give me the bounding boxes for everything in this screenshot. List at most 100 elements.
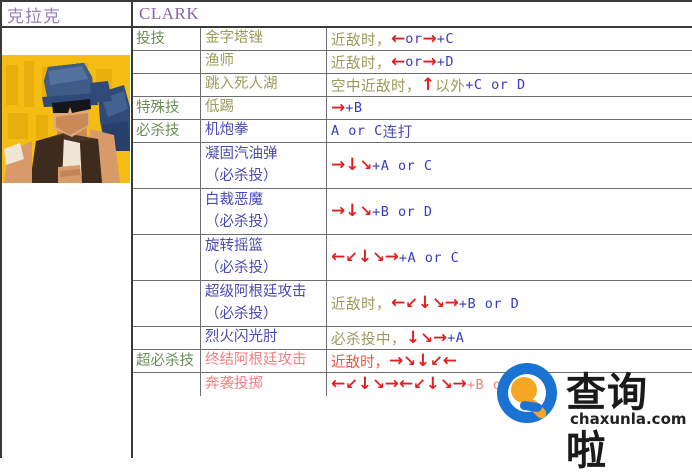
move-name-label: 金字塔锉 (205, 30, 263, 47)
move-name-label: 白裁恶魔 (205, 192, 263, 209)
command-button-text: +A or C (372, 157, 433, 174)
move-category-cell: 特殊技 (133, 97, 201, 119)
move-table: CLARK 投技 金字塔锉 近敌时， ← or → +C 渔师 近敌时， ← or → +D 跳入死人湖空… (133, 2, 692, 458)
arrow-right-icon: → (331, 97, 346, 118)
command-note-text: 近敌时， (331, 297, 391, 313)
character-name-en: CLARK (133, 2, 692, 28)
move-category-cell (133, 74, 201, 96)
move-category-cell: 超必杀技 (133, 350, 201, 372)
move-name-cell: 烈火闪光肘 (201, 327, 327, 349)
arrow-right-icon: → (384, 374, 399, 394)
table-row: 必杀技 机炮拳 A or C 连打 (133, 120, 692, 143)
arrow-left-icon: ← (391, 51, 406, 72)
move-category-cell: 投技 (133, 28, 201, 50)
move-command-cell: → ↓ ↘ +A or C (327, 143, 692, 188)
command-note-text: 以外 (435, 78, 466, 95)
table-row: 烈火闪光肘 必杀投中， ↓ ↘ → +A (133, 327, 692, 350)
move-command-cell: 空中近敌时， ↑ 以外 +C or D (327, 74, 692, 96)
arrow-right-icon: → (422, 51, 437, 72)
command-button-text: +A or C (398, 249, 460, 266)
table-row: 超级阿根廷攻击 （必杀投） 近敌时， ← ↙ ↓ ↘ → +B or D (133, 281, 692, 327)
arrow-right-icon: → (452, 374, 467, 394)
command-note-text: 近敌时， (331, 55, 391, 72)
move-name-sublabel: （必杀投） (205, 213, 278, 230)
move-category-cell (133, 189, 201, 234)
move-name-cell: 低踢 (201, 97, 327, 119)
table-row: 跳入死人湖 空中近敌时， ↑ 以外 +C or D (133, 74, 692, 97)
move-name-cell: 凝固汽油弹 （必杀投） (201, 143, 327, 188)
move-name-label: 超级阿根廷攻击 (205, 284, 307, 301)
clark-portrait-svg (2, 55, 130, 183)
move-name-sublabel: （必杀投） (205, 259, 278, 276)
command-button-text: or (405, 31, 423, 47)
move-name-label: 旋转摇篮 (205, 238, 263, 255)
move-name-label: 跳入死人湖 (205, 76, 278, 93)
move-command-cell: ← ↙ ↓ ↘ → ← ↙ ↓ ↘ → +B or D (327, 373, 692, 396)
move-name-label: 低踢 (205, 99, 234, 116)
move-name-label: 凝固汽油弹 (205, 146, 278, 163)
table-row: 凝固汽油弹 （必杀投） → ↓ ↘ +A or C (133, 143, 692, 189)
arrow-right-icon: → (444, 293, 459, 313)
arrow-down-left-icon: ↙ (430, 351, 443, 370)
command-note-text: 必杀投中， (331, 331, 406, 348)
move-category-cell (133, 235, 201, 280)
arrow-down-right-icon: ↘ (359, 156, 373, 174)
move-category-cell (133, 143, 201, 188)
move-command-cell: → ↓ ↘ +B or D (327, 189, 692, 234)
character-panel: 克拉克 (2, 2, 133, 458)
arrow-left-icon: ← (331, 247, 346, 267)
arrow-down-icon: ↓ (357, 374, 373, 394)
arrow-down-right-icon: ↘ (359, 202, 373, 220)
move-name-cell: 超级阿根廷攻击 （必杀投） (201, 281, 327, 326)
move-name-cell: 金字塔锉 (201, 28, 327, 50)
table-row: 奔袭投掷 ← ↙ ↓ ↘ → ← ↙ ↓ ↘ → +B or D (133, 373, 692, 396)
arrow-down-left-icon: ↙ (345, 248, 358, 266)
arrow-left-icon: ← (391, 293, 406, 313)
move-name-sublabel: （必杀投） (205, 305, 278, 322)
command-button-text: +B or D (372, 203, 433, 220)
arrow-down-icon: ↓ (406, 327, 421, 348)
move-command-cell: 近敌时， → ↘ ↓ ↙ ← (327, 350, 692, 372)
clark-portrait-image (2, 55, 130, 183)
move-category-cell (133, 51, 201, 73)
command-button-text: +A (447, 330, 465, 346)
table-row: 旋转摇篮 （必杀投） ← ↙ ↓ ↘ → +A or C (133, 235, 692, 281)
move-command-cell: 近敌时， ← ↙ ↓ ↘ → +B or D (327, 281, 692, 326)
table-row: 投技 金字塔锉 近敌时， ← or → +C (133, 28, 692, 51)
arrow-left-icon: ← (398, 374, 414, 394)
move-command-cell: 必杀投中， ↓ ↘ → +A (327, 327, 692, 349)
arrow-right-icon: → (432, 327, 448, 348)
move-name-cell: 白裁恶魔 （必杀投） (201, 189, 327, 234)
arrow-down-left-icon: ↙ (345, 375, 358, 393)
move-name-cell: 机炮拳 (201, 120, 327, 142)
arrow-down-right-icon: ↘ (432, 294, 445, 312)
move-command-cell: ← ↙ ↓ ↘ → +A or C (327, 235, 692, 280)
move-command-cell: 近敌时， ← or → +C (327, 28, 692, 50)
command-note-text: 近敌时， (331, 354, 389, 371)
arrow-right-icon: → (331, 201, 346, 221)
table-row: 特殊技 低踢 → +B (133, 97, 692, 120)
arrow-down-right-icon: ↘ (372, 248, 385, 266)
command-button-text: +B (345, 100, 363, 116)
move-command-cell: A or C 连打 (327, 120, 692, 142)
command-button-text: +B or D (458, 295, 520, 312)
arrow-down-left-icon: ↙ (405, 294, 418, 312)
arrow-down-left-icon: ↙ (413, 375, 426, 393)
move-name-cell: 终结阿根廷攻击 (201, 350, 327, 372)
command-button-text: or (405, 54, 423, 70)
command-button-text: +D (436, 54, 455, 70)
move-category-cell (133, 327, 201, 349)
table-row: 超必杀技 终结阿根廷攻击 近敌时， → ↘ ↓ ↙ ← (133, 350, 692, 373)
character-portrait-wrap (2, 28, 131, 458)
command-button-text: +B or D (466, 376, 528, 393)
character-name-cn: 克拉克 (2, 2, 131, 28)
arrow-left-icon: ← (391, 28, 406, 49)
arrow-down-icon: ↓ (345, 155, 360, 175)
arrow-down-right-icon: ↘ (372, 375, 385, 393)
move-name-label: 终结阿根廷攻击 (205, 352, 307, 369)
move-name-cell: 奔袭投掷 (201, 373, 327, 396)
command-note-text: 空中近敌时， (331, 78, 421, 95)
command-note-text: 近敌时， (331, 32, 391, 49)
move-category-cell (133, 373, 201, 396)
